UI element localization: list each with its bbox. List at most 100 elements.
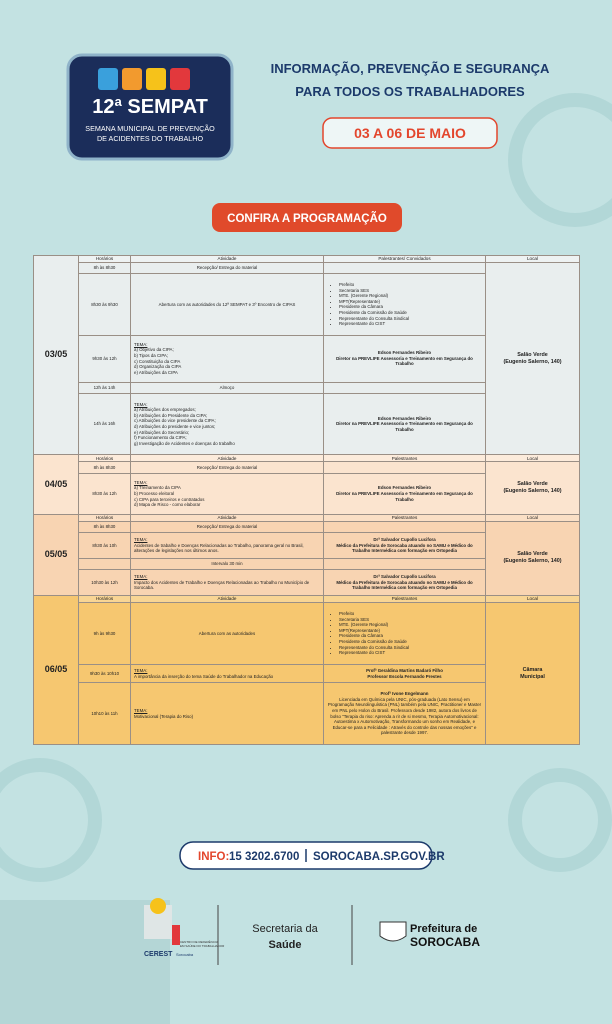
schedule-row: 10h30 às 12h TEMA: Impacto dos Acidentes d…	[34, 569, 580, 597]
activity-heading: TEMA:	[134, 667, 148, 673]
time	[78, 557, 131, 571]
activity-line: b) Tipos da CIPA;	[134, 353, 169, 359]
activity-line: Almoço	[219, 384, 235, 390]
guest: Representante do Consulta Sindical	[339, 645, 482, 651]
time: 8h às 8h30	[78, 520, 131, 534]
column-header: Atividade	[130, 595, 324, 604]
location-line: Salão Verde	[517, 351, 548, 358]
guest-list: PrefeitoSecretaria SESMTE. (Gerente Regi…	[327, 611, 482, 656]
logo-icon	[98, 68, 118, 90]
cerest-caption: EM SAÚDE DO TRABALHADOR	[180, 943, 225, 948]
activity-line: d) Mapa de Risco - como elaborar	[134, 502, 201, 508]
activity: TEMA: A importância da inserção do tema S…	[130, 663, 324, 684]
header-row: 05/05 Horários Atividade Palestrantes Local	[33, 513, 580, 597]
activity-line: Abertura com as autoridades	[198, 630, 256, 636]
guest: MTE. (Gerente Regional)	[339, 622, 482, 628]
headline: INFORMAÇÃO, PREVENÇÃO E SEGURANÇA	[271, 61, 550, 76]
activity: TEMA: a) Treinamento da CIPA b) Processo e…	[130, 472, 324, 515]
speakers	[323, 520, 486, 534]
location: Salão Verde (Eugenio Salerno, 140)	[485, 520, 580, 597]
speakers: Edson Fernandes Ribeiro Diretor na PREVLI…	[323, 472, 486, 515]
column-header: Local	[485, 513, 580, 522]
schedule-table: 03/05 Horários Atividade Palestrantes/ Conv…	[33, 254, 580, 745]
time: 8h às 8h30	[78, 461, 131, 474]
speakers: Drª Salvador Cupollo Lucifora Médico da P…	[323, 569, 486, 597]
speakers: PrefeitoSecretaria SESMTE. (Gerente Regi…	[323, 273, 486, 336]
logo-icon	[170, 68, 190, 90]
info-site: SOROCABA.SP.GOV.BR	[313, 851, 445, 863]
activity-line: Abertura com as autoridades do 12ª SEMPA…	[158, 301, 296, 307]
speakers	[323, 557, 486, 571]
speakers: Edson Fernandes Ribeiro Diretor na PREVLI…	[323, 392, 486, 456]
schedule-row: 8h30 às 10h TEMA: Acidentes de trabalho e …	[34, 532, 580, 559]
activity-heading: TEMA:	[134, 574, 148, 580]
speaker: Professor Escola Fernando Prestes	[367, 673, 442, 679]
activity-line: Recepção/ Entrega do material	[196, 464, 258, 470]
guest: Representante do CIST	[339, 321, 482, 327]
speaker: Diretor na PREVLIFE Assessoria e Treinam…	[336, 421, 473, 432]
column-header: Horários	[78, 454, 131, 463]
activity-line: Recepção/ Entrega do material	[196, 265, 258, 271]
activity-line: d) Organização da CIPA	[134, 364, 182, 370]
column-header: Local	[485, 595, 580, 604]
activity: TEMA: Acidentes de trabalho e Doenças Rel…	[130, 532, 324, 559]
activity-line: c) Atribuições do vice presidente da CIP…	[134, 418, 216, 424]
program-button-label: CONFIRA A PROGRAMAÇÃO	[227, 212, 387, 225]
column-header: Palestrantes/ Convidados	[323, 255, 486, 263]
activity-heading: TEMA:	[134, 401, 148, 407]
activity-heading: TEMA:	[134, 708, 148, 713]
activity-heading: TEMA:	[134, 341, 148, 347]
activity-line: e) Atribuições do Secretário;	[134, 429, 190, 435]
time: 12h às 14h	[78, 381, 131, 394]
day-date: 05/05	[33, 513, 79, 597]
logo-title: 12ª SEMPAT	[92, 96, 208, 118]
activity-line: Acidentes de trabalho e Doenças Relacion…	[134, 542, 304, 554]
location-line: Salão Verde	[517, 481, 548, 488]
activity-line: g) Investigação de Acidentes e doenças d…	[134, 440, 235, 446]
logo-icon	[146, 68, 166, 90]
logo-icon	[122, 68, 142, 90]
speaker: Médico da Prefeitura de Sorocaba atuando…	[336, 579, 473, 591]
column-header: Local	[485, 454, 580, 463]
schedule-row: 14h às 16h TEMA: a) Atribuições dos empreg…	[34, 392, 580, 456]
column-header: Horários	[78, 255, 131, 263]
guest-list: PrefeitoSecretaria SESMTE. (Gerente Regi…	[327, 282, 482, 327]
schedule-row: 12h às 14h Almoço	[34, 381, 580, 394]
column-header: Atividade	[130, 513, 324, 522]
prefeitura: Prefeitura de	[410, 923, 477, 935]
time: 9h30 às 12h	[78, 334, 131, 383]
dates-box	[322, 117, 498, 149]
day-block: 06/05 Horários Atividade Palestrantes Local 9…	[33, 595, 580, 745]
program-button	[212, 203, 402, 232]
schedule-row: 8h às 8h30 Recepção/ Entrega do material S…	[34, 520, 580, 597]
guest: Representante do CIST	[339, 650, 482, 656]
column-header: Palestrantes	[323, 454, 486, 463]
location-line: (Eugenio Salerno, 140)	[503, 558, 562, 565]
activity-line: a) Atribuições dos empregados;	[134, 407, 196, 413]
activity-heading: TEMA:	[134, 537, 148, 543]
cerest-city: Sorocaba	[176, 952, 194, 957]
info-label: INFO:	[198, 851, 229, 863]
schedule-row: 8h às 8h30 Recepção/ Entrega do material S…	[34, 261, 580, 456]
speaker: Edson Fernandes Ribeiro	[377, 485, 432, 491]
schedule-row: 8h às 8h30 Recepção/ Entrega do material S…	[34, 461, 580, 515]
cerest-caption: CENTRO DE REFERÊNCIA	[180, 939, 218, 944]
activity: Recepção/ Entrega do material	[130, 261, 324, 275]
column-header: Atividade	[130, 454, 324, 463]
activity-line: A importância da inserção do tema Saúde …	[134, 673, 274, 679]
activity: Recepção/ Entrega do material	[130, 461, 324, 474]
speaker: Edson Fernandes Ribeiro	[377, 350, 432, 356]
location-line: (Eugenio Salerno, 140)	[503, 358, 562, 365]
guest: Representante do Consulta Sindical	[339, 316, 482, 322]
cerest-cross	[172, 925, 180, 945]
cerest-name: CEREST	[144, 951, 173, 958]
schedule-row: 8h30 às 9h30 Abertura com as autoridades …	[34, 273, 580, 336]
activity-line: e) Atribuições da CIPA	[134, 369, 178, 375]
info-phone: 15 3202.6700	[229, 851, 299, 863]
time: 10h30 às 12h	[78, 569, 131, 597]
guest: Presidente da Comissão de Saúde	[339, 639, 482, 645]
guest: MPT(Representante)	[339, 628, 482, 634]
location: Câmara Municipal	[485, 602, 580, 745]
time: 8h às 8h30	[78, 261, 131, 275]
guest: Presidente da Câmara	[339, 304, 482, 310]
